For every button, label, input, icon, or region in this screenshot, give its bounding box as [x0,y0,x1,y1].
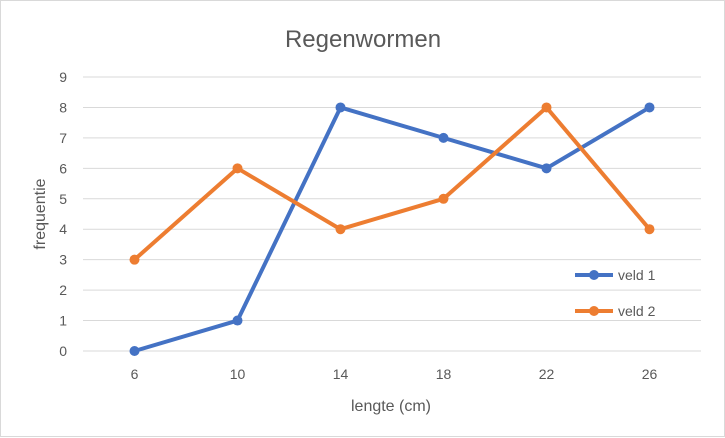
data-point [129,254,140,265]
x-tick-label: 14 [333,366,349,382]
y-tick-label: 7 [59,130,67,146]
y-axis-label: frequentie [32,178,49,249]
series-1 [129,102,655,356]
data-point [335,224,346,235]
x-tick-label: 6 [131,366,139,382]
series-line [132,105,652,262]
y-tick-label: 4 [59,221,67,237]
series-2 [129,102,655,265]
x-axis-ticks: 6 10 14 18 22 26 [131,366,658,382]
data-point [232,315,243,326]
data-point [541,163,552,174]
data-point [644,102,655,113]
data-point [335,102,346,113]
y-tick-label: 3 [59,252,67,268]
data-point [541,102,552,113]
y-tick-label: 0 [59,343,67,359]
y-tick-label: 9 [59,69,67,85]
legend: veld 1 veld 2 [575,267,656,319]
chart-title: Regenwormen [285,26,441,53]
legend-item: veld 1 [575,267,656,283]
legend-label: veld 2 [618,303,656,319]
x-axis-label: lengte (cm) [351,398,431,415]
x-tick-label: 18 [436,366,452,382]
legend-point-marker [589,306,599,316]
legend-item: veld 2 [575,303,656,319]
y-tick-label: 6 [59,160,67,176]
legend-label: veld 1 [618,267,656,283]
series-line [132,105,652,353]
y-tick-label: 5 [59,191,67,207]
data-point [129,346,140,356]
gridlines [83,76,701,352]
y-tick-label: 8 [59,99,67,115]
x-tick-label: 26 [642,366,658,382]
series-lines [129,102,655,356]
legend-point-marker [589,270,599,280]
y-tick-label: 2 [59,282,67,298]
data-point [438,193,449,204]
data-point [232,163,243,174]
data-point [438,132,449,143]
data-point [644,224,655,235]
x-tick-label: 22 [539,366,555,382]
y-tick-label: 1 [59,313,67,329]
y-axis-ticks: 0 1 2 3 4 5 6 7 8 9 [59,69,67,359]
x-tick-label: 10 [230,366,246,382]
